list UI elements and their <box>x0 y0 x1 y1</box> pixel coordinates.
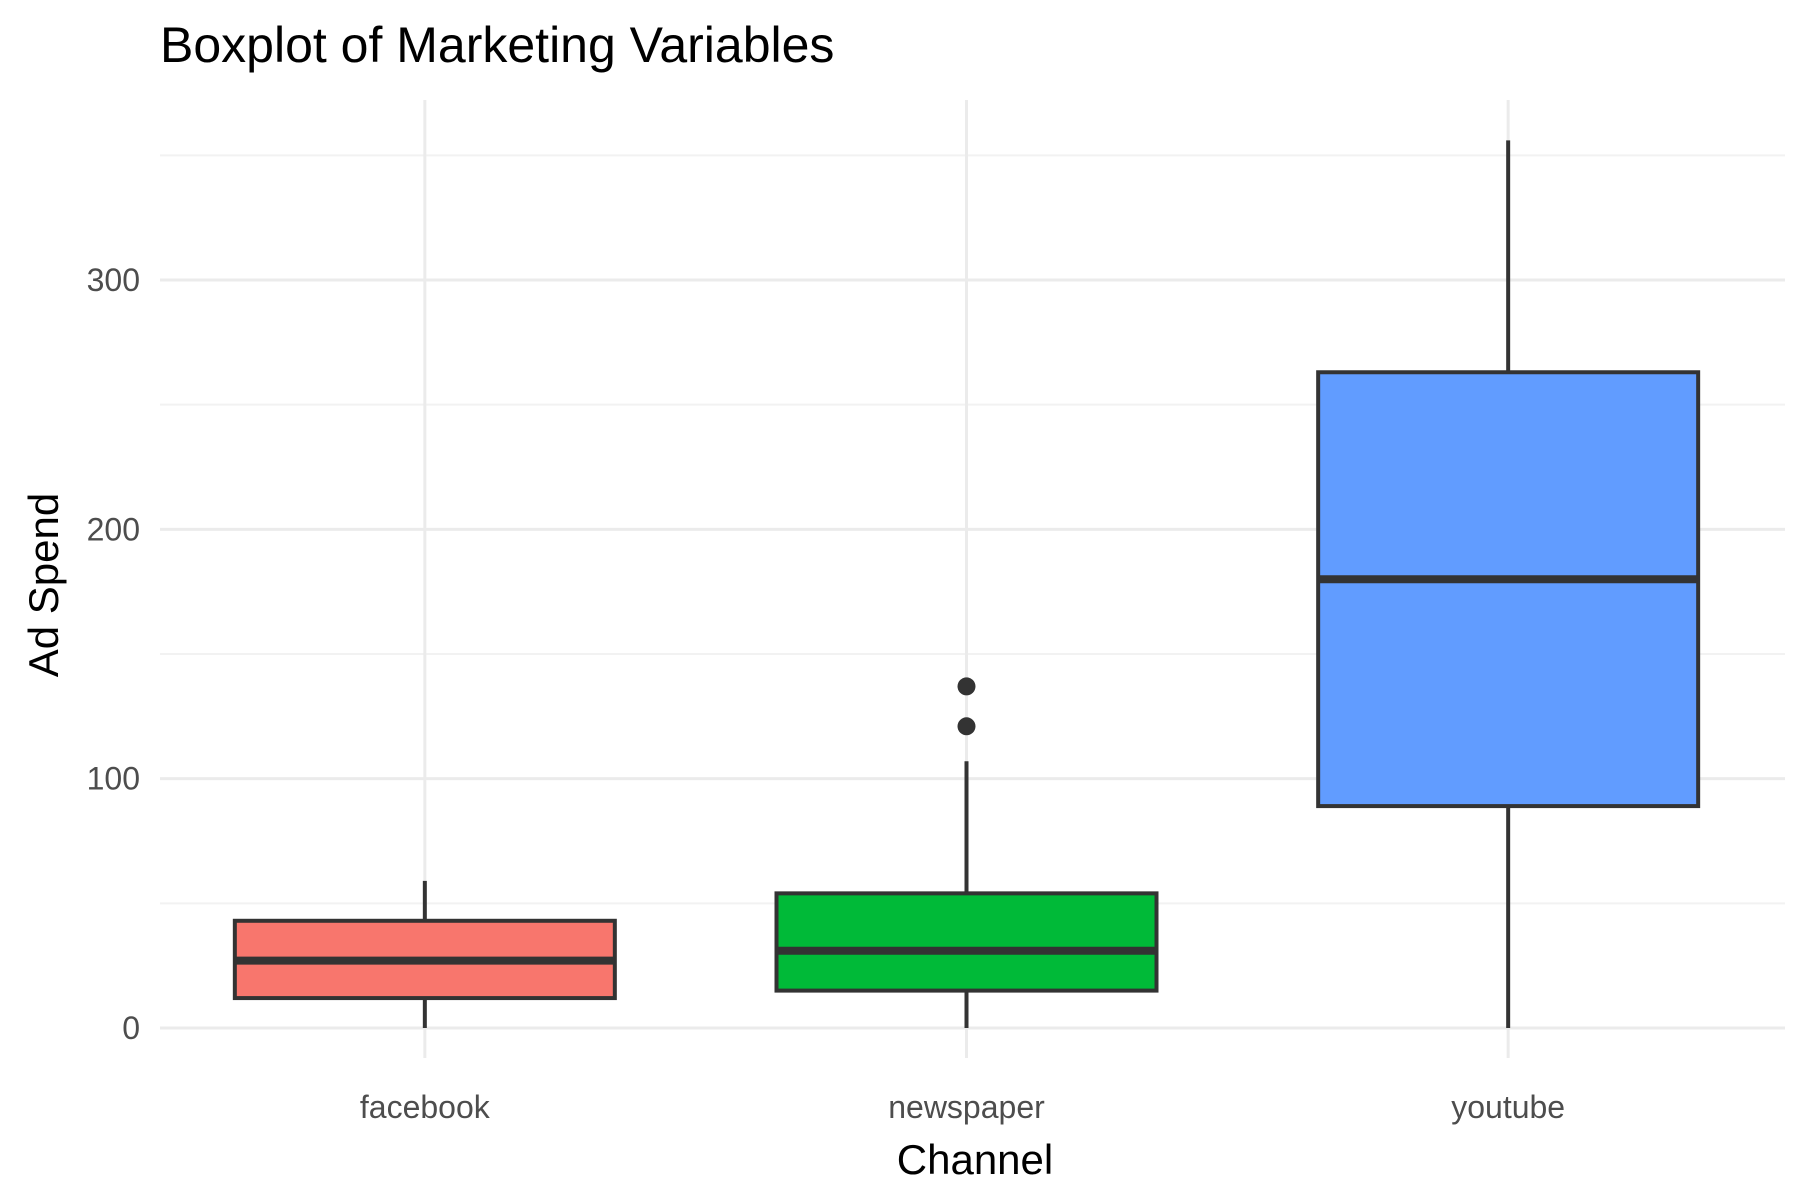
y-axis-ticks: 0 100 200 300 <box>87 262 140 1046</box>
outlier-point <box>957 717 976 736</box>
chart-title: Boxplot of Marketing Variables <box>160 17 834 73</box>
x-tick-label: youtube <box>1451 1089 1565 1125</box>
y-tick-label: 200 <box>87 511 140 547</box>
iqr-box <box>774 891 1159 993</box>
y-axis-title: Ad Spend <box>20 493 67 678</box>
box-youtube <box>1316 140 1701 1028</box>
x-axis-ticks: facebook newspaper youtube <box>360 1089 1565 1125</box>
outlier-point <box>957 677 976 696</box>
y-tick-label: 300 <box>87 262 140 298</box>
box-facebook <box>232 880 617 1028</box>
x-tick-label: facebook <box>360 1089 491 1125</box>
y-tick-label: 100 <box>87 761 140 797</box>
x-axis-title: Channel <box>897 1136 1053 1183</box>
boxes <box>232 140 1701 1028</box>
iqr-box <box>1316 370 1701 809</box>
y-tick-label: 0 <box>122 1010 140 1046</box>
box-newspaper <box>774 677 1159 1028</box>
x-tick-label: newspaper <box>888 1089 1045 1125</box>
